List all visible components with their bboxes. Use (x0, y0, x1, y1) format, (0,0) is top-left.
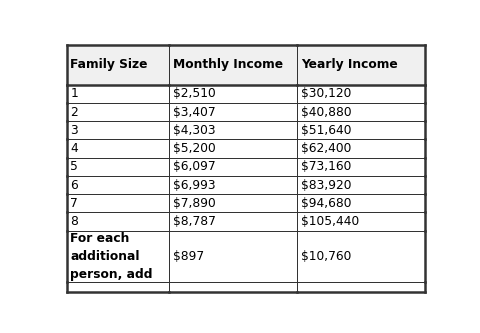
Text: For each
additional
person, add: For each additional person, add (71, 232, 153, 281)
Bar (297, 231, 425, 282)
Bar (169, 45, 297, 85)
Bar (67, 212, 169, 231)
Bar (67, 194, 169, 212)
Text: $73,160: $73,160 (301, 160, 351, 173)
Bar (297, 140, 425, 158)
Text: Family Size: Family Size (71, 58, 148, 71)
Bar (169, 158, 297, 176)
Text: $897: $897 (173, 250, 204, 263)
Bar (297, 45, 425, 85)
Text: Monthly Income: Monthly Income (173, 58, 283, 71)
Text: $3,407: $3,407 (173, 106, 215, 119)
Text: Yearly Income: Yearly Income (301, 58, 398, 71)
Text: 4: 4 (71, 142, 78, 155)
Text: $40,880: $40,880 (301, 106, 352, 119)
Text: 8: 8 (71, 215, 78, 228)
Bar (297, 176, 425, 194)
Text: $7,890: $7,890 (173, 197, 216, 210)
Bar (67, 45, 169, 85)
Text: $4,303: $4,303 (173, 124, 215, 137)
Bar (169, 103, 297, 121)
Text: 2: 2 (71, 106, 78, 119)
Bar (297, 158, 425, 176)
Text: $6,097: $6,097 (173, 160, 215, 173)
Bar (67, 121, 169, 140)
Bar (169, 212, 297, 231)
Text: $51,640: $51,640 (301, 124, 351, 137)
Bar (67, 140, 169, 158)
Bar (297, 103, 425, 121)
Bar (169, 176, 297, 194)
Bar (67, 158, 169, 176)
Text: 1: 1 (71, 87, 78, 100)
Bar (67, 103, 169, 121)
Bar (297, 85, 425, 103)
Text: 6: 6 (71, 178, 78, 191)
Bar (169, 231, 297, 282)
Text: $83,920: $83,920 (301, 178, 351, 191)
Bar (169, 194, 297, 212)
Text: 3: 3 (71, 124, 78, 137)
Bar (169, 140, 297, 158)
Text: $2,510: $2,510 (173, 87, 216, 100)
Bar (297, 194, 425, 212)
Bar (297, 212, 425, 231)
Text: $10,760: $10,760 (301, 250, 351, 263)
Bar (169, 85, 297, 103)
Text: $30,120: $30,120 (301, 87, 351, 100)
Bar (169, 282, 297, 292)
Text: $94,680: $94,680 (301, 197, 351, 210)
Text: 5: 5 (71, 160, 78, 173)
Text: 7: 7 (71, 197, 78, 210)
Text: $62,400: $62,400 (301, 142, 351, 155)
Bar (297, 121, 425, 140)
Text: $6,993: $6,993 (173, 178, 215, 191)
Text: $8,787: $8,787 (173, 215, 216, 228)
Text: $5,200: $5,200 (173, 142, 216, 155)
Text: $105,440: $105,440 (301, 215, 359, 228)
Bar (169, 121, 297, 140)
Bar (67, 282, 169, 292)
Bar (67, 231, 169, 282)
Bar (67, 85, 169, 103)
Bar (67, 176, 169, 194)
Bar (297, 282, 425, 292)
